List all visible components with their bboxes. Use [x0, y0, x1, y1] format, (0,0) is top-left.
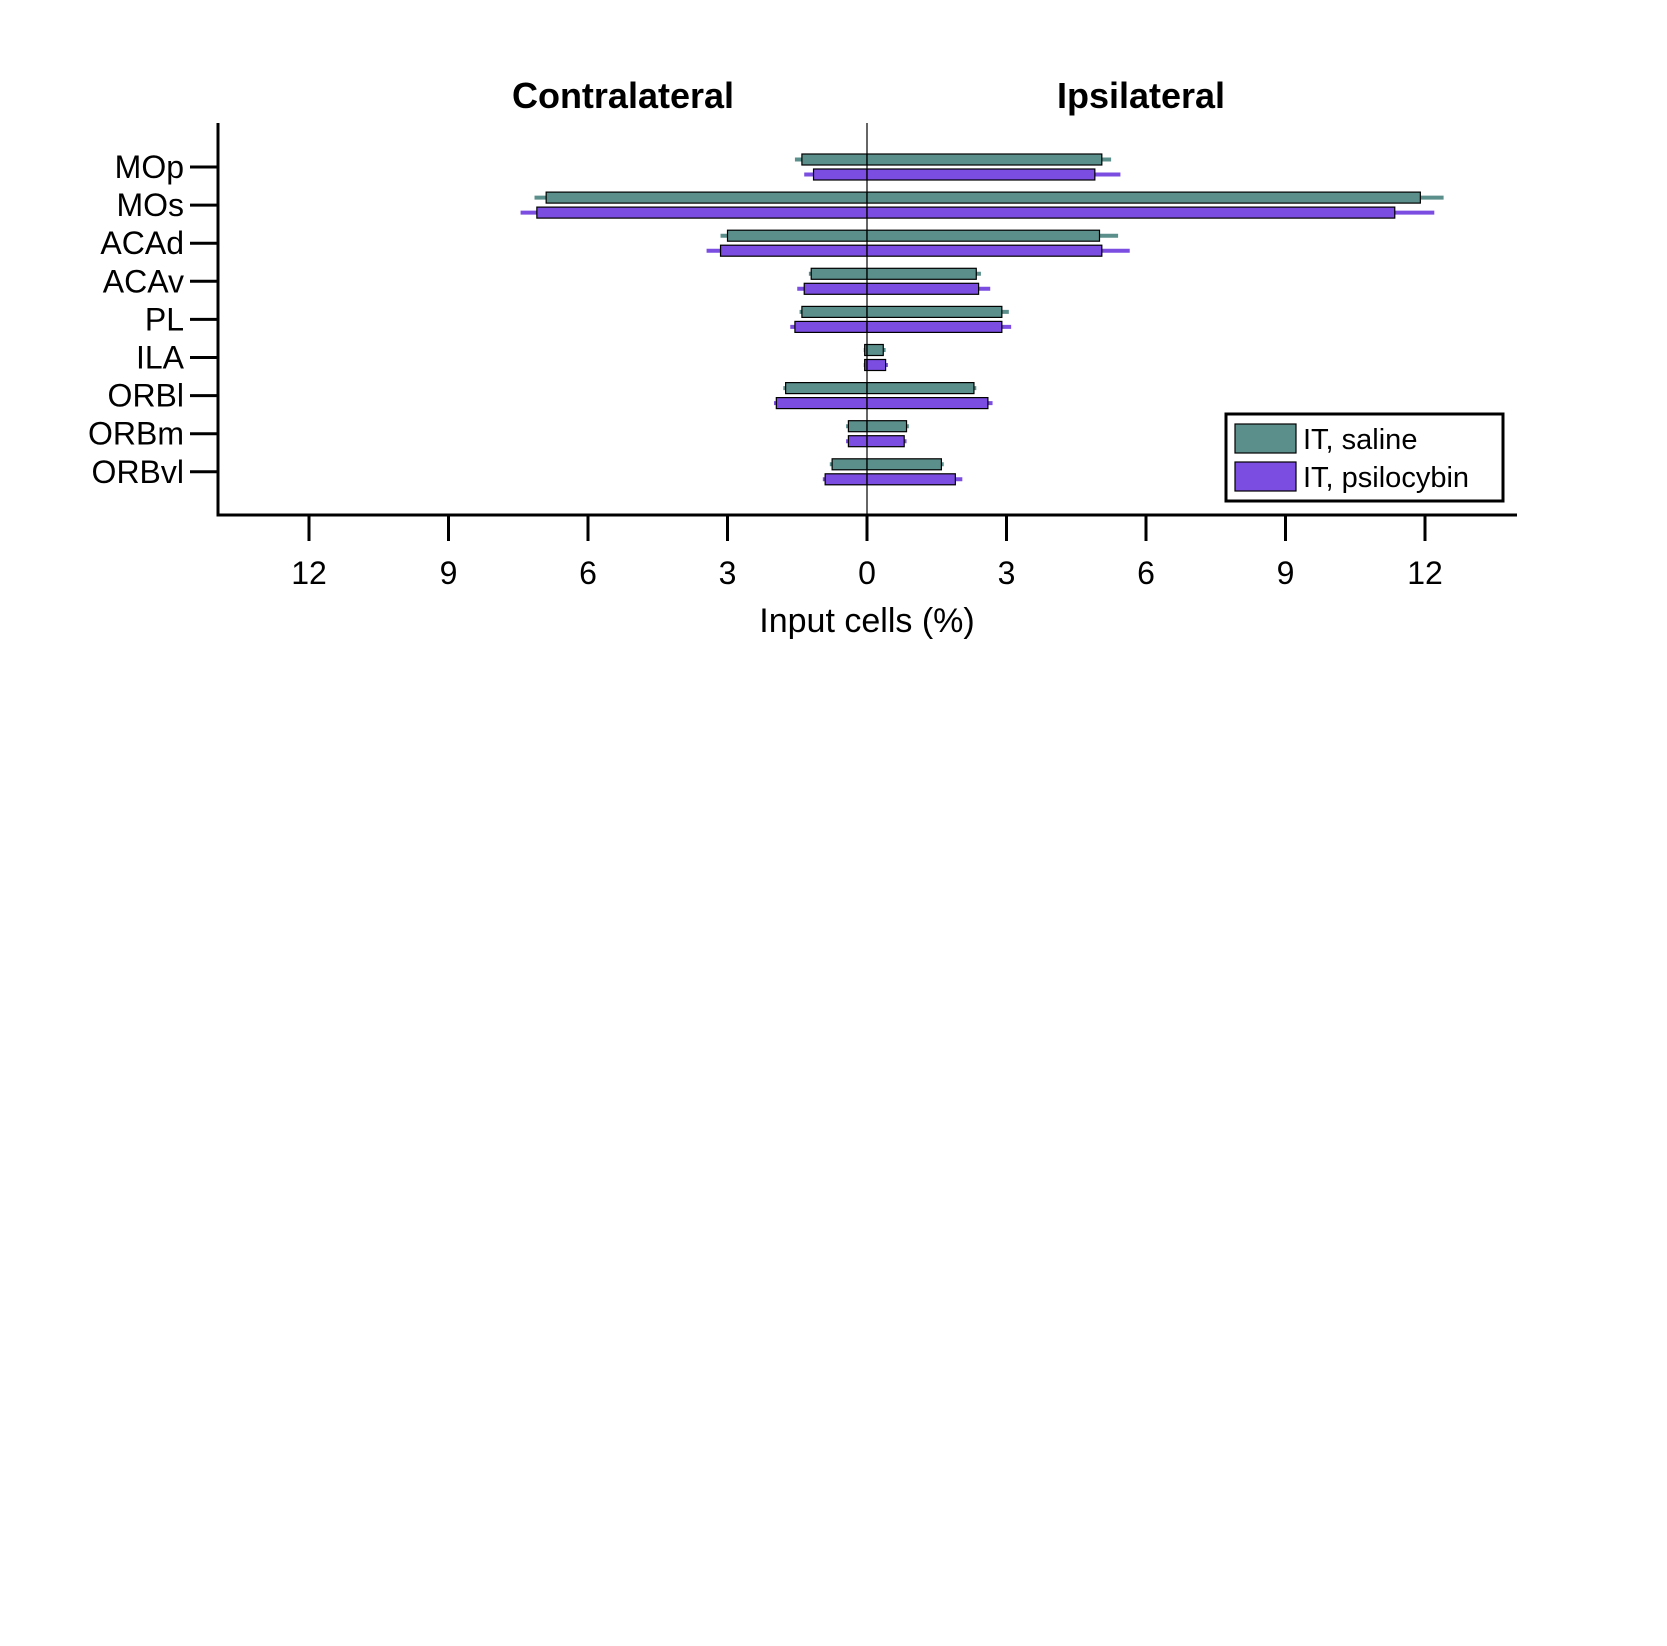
bar-ipsi-it-saline-orbvl — [866, 458, 943, 471]
bar-ipsi-it-saline-acav — [866, 267, 977, 280]
category-label-orbl: ORBl — [108, 378, 184, 414]
bar-contra-it-saline-orbvl — [831, 458, 868, 471]
category-label-acav: ACAv — [103, 263, 184, 299]
bar-ipsi-it-psilocybin-mos — [866, 206, 1396, 219]
x-tick-label-ipsi-3: 3 — [998, 555, 1016, 591]
bar-contra-it-saline-mos — [545, 191, 868, 204]
category-label-mop: MOp — [115, 149, 184, 185]
x-axis-label: Input cells (%) — [759, 602, 974, 640]
bar-ipsi-it-psilocybin-orbl — [866, 397, 989, 410]
bar-contra-it-psilocybin-mop — [812, 168, 868, 181]
x-tick-label-contra-6: 6 — [579, 555, 597, 591]
x-tick-label-contra-12: 12 — [291, 555, 327, 591]
bar-contra-it-saline-pl — [801, 305, 868, 318]
bar-contra-it-saline-acav — [810, 267, 868, 280]
category-label-acad: ACAd — [100, 225, 184, 261]
bar-contra-it-saline-orbl — [785, 382, 868, 395]
bar-contra-it-psilocybin-acav — [803, 282, 868, 295]
bar-contra-it-saline-orbm — [847, 420, 868, 433]
bar-contra-it-psilocybin-orbvl — [824, 473, 868, 486]
bar-ipsi-it-saline-mop — [866, 153, 1103, 166]
bar-ipsi-it-psilocybin-ila — [866, 358, 887, 372]
bar-contra-it-psilocybin-orbm — [847, 435, 868, 448]
bar-contra-it-saline-mop — [801, 153, 868, 166]
bar-contra-it-psilocybin-orbl — [775, 397, 868, 410]
bar-ipsi-it-saline-acad — [866, 229, 1101, 242]
bar-ipsi-it-saline-ila — [866, 343, 884, 357]
category-label-orbm: ORBm — [88, 416, 184, 452]
x-tick-label-contra-9: 9 — [440, 555, 458, 591]
category-label-ila: ILA — [136, 340, 185, 376]
x-tick-label-ipsi-12: 12 — [1407, 555, 1443, 591]
bar-ipsi-it-saline-mos — [866, 191, 1421, 204]
x-tick-label-ipsi-6: 6 — [1137, 555, 1155, 591]
bar-ipsi-it-psilocybin-pl — [866, 320, 1003, 333]
bar-contra-it-psilocybin-mos — [536, 206, 868, 219]
contralateral-title: Contralateral — [512, 75, 734, 116]
legend: IT, saline IT, psilocybin — [1224, 412, 1505, 503]
bar-contra-it-saline-acad — [726, 229, 868, 242]
ipsilateral-title: Ipsilateral — [1057, 75, 1225, 116]
bar-ipsi-it-saline-pl — [866, 305, 1003, 318]
x-tick-label-contra-3: 3 — [719, 555, 737, 591]
bar-ipsi-it-psilocybin-mop — [866, 168, 1096, 181]
category-label-pl: PL — [145, 301, 184, 337]
bar-ipsi-it-saline-orbl — [866, 382, 975, 395]
legend-swatch-psilocybin — [1234, 461, 1297, 492]
bar-ipsi-it-psilocybin-orbm — [866, 435, 905, 448]
x-tick-label-0: 0 — [858, 555, 876, 591]
legend-swatch-saline — [1234, 423, 1297, 454]
bar-ipsi-it-saline-orbm — [866, 420, 908, 433]
category-label-mos: MOs — [116, 187, 184, 223]
category-label-orbvl: ORBvl — [92, 454, 184, 490]
x-axis: 12 9 6 3 0 3 6 9 12 — [216, 513, 1517, 591]
bar-contra-it-psilocybin-acad — [719, 244, 868, 257]
bar-ipsi-it-psilocybin-orbvl — [866, 473, 956, 486]
bar-contra-it-psilocybin-pl — [794, 320, 868, 333]
x-tick-label-ipsi-9: 9 — [1277, 555, 1295, 591]
legend-label-psilocybin: IT, psilocybin — [1303, 462, 1469, 494]
bar-ipsi-it-psilocybin-acad — [866, 244, 1103, 257]
bar-ipsi-it-psilocybin-acav — [866, 282, 980, 295]
legend-label-saline: IT, saline — [1303, 424, 1417, 456]
